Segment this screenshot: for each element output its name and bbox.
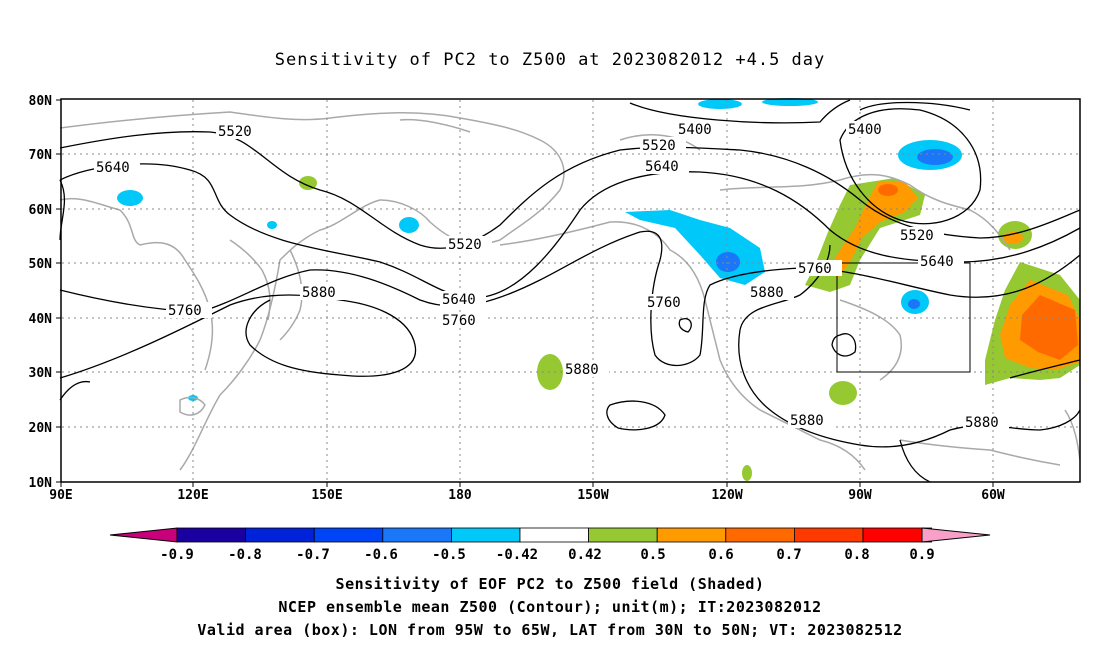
colorbar-box (656, 527, 727, 543)
colorbar-label: -0.9 (160, 547, 194, 563)
colorbar-label: 0.7 (776, 547, 801, 563)
lon-label: 150W (577, 488, 608, 500)
contour-label: 5640 (96, 160, 130, 176)
footer-line-contour: NCEP ensemble mean Z500 (Contour); unit(… (278, 598, 822, 616)
colorbar-box (588, 527, 658, 543)
contour-label: 5520 (448, 237, 482, 253)
contour-label: 5520 (900, 228, 934, 244)
lat-label: 80N (29, 94, 53, 109)
colorbar-box (245, 527, 315, 543)
colorbar-box (313, 527, 384, 543)
contour-label: 5400 (848, 122, 882, 138)
colorbar-label: -0.42 (496, 547, 538, 563)
colorbar-box (725, 527, 795, 543)
lon-label: 180 (448, 488, 472, 500)
colorbar-box (176, 527, 246, 543)
valid-area-box (836, 262, 971, 373)
contour-label: 5760 (647, 295, 681, 311)
contour-label: 5640 (920, 254, 954, 270)
lon-label: 90E (49, 488, 72, 500)
colorbar-label: -0.8 (228, 547, 262, 563)
colorbar-box (862, 527, 932, 543)
map-title: Sensitivity of PC2 to Z500 at 2023082012… (274, 50, 826, 70)
colorbar-low-end (109, 527, 178, 543)
colorbar-label: 0.6 (708, 547, 733, 563)
colorbar-label: -0.5 (432, 547, 466, 563)
sensitivity-map: 5520 5400 5400 5520 5640 5640 5520 5520 … (29, 94, 1081, 500)
colorbar-box (382, 527, 452, 543)
contour-label: 5760 (798, 261, 832, 277)
contour-label: 5760 (168, 303, 202, 319)
contour-label: 5520 (642, 138, 676, 154)
map-frame (60, 98, 1081, 483)
footer-line-valid-area: Valid area (box): LON from 95W to 65W, L… (197, 621, 903, 639)
lat-label: 40N (29, 312, 53, 327)
lon-label: 120E (177, 488, 208, 500)
contour-label: 5640 (645, 159, 679, 175)
lat-label: 10N (29, 476, 53, 491)
colorbar: -0.9 -0.8 -0.7 -0.6 -0.5 -0.42 0.42 0.5 … (109, 527, 991, 563)
lon-label: 120W (711, 488, 742, 500)
contour-label: 5400 (678, 122, 712, 138)
lat-label: 70N (29, 148, 53, 163)
contour-label: 5640 (442, 292, 476, 308)
colorbar-labels: -0.9 -0.8 -0.7 -0.6 -0.5 -0.42 0.42 0.5 … (160, 547, 935, 563)
colorbar-label: -0.6 (364, 547, 398, 563)
contour-label: 5880 (565, 362, 599, 378)
contour-label: 5880 (750, 285, 784, 301)
latitude-labels: 80N 70N 60N 50N 40N 30N 20N 10N (29, 94, 53, 491)
lon-label: 60W (981, 488, 1005, 500)
lon-label: 90W (848, 488, 872, 500)
colorbar-label: 0.42 (568, 547, 602, 563)
colorbar-label: -0.7 (296, 547, 330, 563)
lat-label: 50N (29, 257, 53, 272)
colorbar-label: 0.8 (844, 547, 869, 563)
colorbar-box (450, 527, 521, 543)
contour-labels: 5520 5400 5400 5520 5640 5640 5520 5520 … (94, 121, 1009, 431)
shaded-sensitivity (117, 98, 1080, 481)
colorbar-high-end (921, 527, 991, 543)
contour-label: 5880 (965, 415, 999, 431)
lat-label: 60N (29, 203, 53, 218)
contour-label: 5520 (218, 124, 252, 140)
z500-contours (59, 99, 1081, 483)
colorbar-box (519, 527, 589, 543)
colorbar-label: 0.9 (909, 547, 934, 563)
colorbar-box (794, 527, 864, 543)
contour-label: 5880 (302, 285, 336, 301)
longitude-labels: 90E 120E 150E 180 150W 120W 90W 60W (49, 488, 1005, 500)
contour-label: 5880 (790, 413, 824, 429)
contour-label: 5760 (442, 313, 476, 329)
lon-label: 150E (311, 488, 342, 500)
lat-label: 30N (29, 366, 53, 381)
colorbar-boxes (176, 527, 932, 543)
footer-line-shaded: Sensitivity of EOF PC2 to Z500 field (Sh… (335, 575, 765, 593)
colorbar-label: 0.5 (640, 547, 665, 563)
lat-label: 20N (29, 421, 53, 436)
tick-marks (56, 99, 994, 487)
